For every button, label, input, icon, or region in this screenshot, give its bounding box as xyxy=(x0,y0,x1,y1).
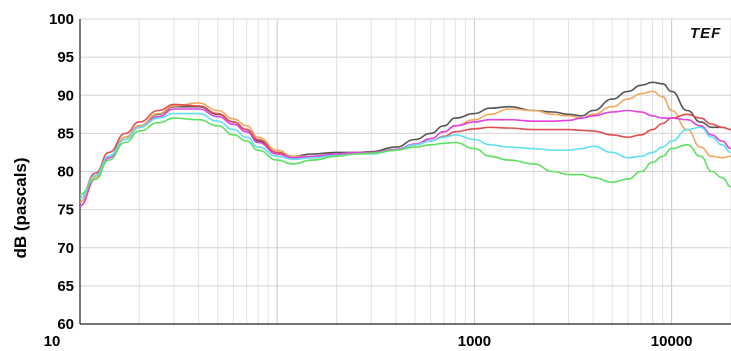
y-tick-label: 90 xyxy=(57,87,74,104)
tef-logo: TEF xyxy=(690,25,721,42)
y-axis-label: dB (pascals) xyxy=(11,157,30,258)
y-tick-label: 65 xyxy=(57,278,74,295)
x-tick-label: 10000 xyxy=(651,333,693,350)
y-tick-label: 85 xyxy=(57,125,74,142)
series-line-5 xyxy=(79,112,731,199)
chart-grid xyxy=(79,18,731,325)
y-tick-label: 60 xyxy=(57,316,74,333)
series-line-6 xyxy=(79,117,731,196)
y-tick-label: 75 xyxy=(57,202,74,219)
series-line-4 xyxy=(79,108,731,207)
x-tick-label: 1000 xyxy=(458,333,491,350)
y-tick-label: 100 xyxy=(49,11,74,28)
y-tick-label: 95 xyxy=(57,49,74,66)
y-tick-label: 80 xyxy=(57,164,74,181)
x-tick-label: 10 xyxy=(44,333,61,350)
series-line-1 xyxy=(79,81,731,203)
chart-series-group xyxy=(79,81,731,207)
y-tick-label: 70 xyxy=(57,240,74,257)
